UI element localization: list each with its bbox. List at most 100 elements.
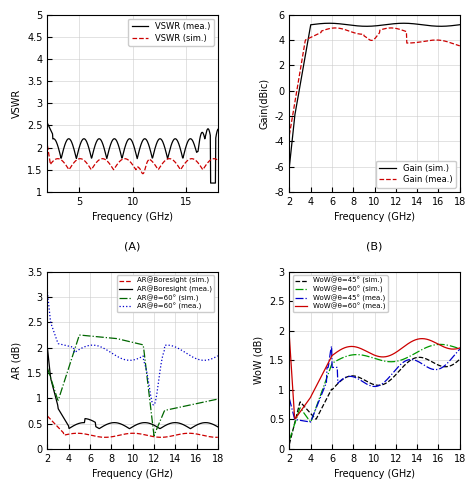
WoW@θ=45° (mea.): [457, 346, 463, 352]
Text: (A): (A): [124, 242, 141, 251]
WoW@θ=60° (sim.): [286, 437, 292, 443]
Text: (B): (B): [366, 242, 383, 251]
Line: AR@Boresight (mea.): AR@Boresight (mea.): [47, 347, 218, 428]
WoW@θ=60° (mea.): [292, 416, 298, 422]
AR@θ=60° (mea.): [45, 294, 51, 300]
Gain (sim.): [410, 21, 416, 27]
VSWR (sim.): [211, 156, 217, 162]
WoW@θ=60° (mea.): [388, 352, 394, 358]
VSWR (sim.): [146, 156, 152, 162]
WoW@θ=45° (sim.): [457, 356, 463, 362]
WoW@θ=60° (sim.): [457, 346, 463, 352]
Gain (mea.): [342, 27, 348, 33]
VSWR (mea.): [146, 142, 152, 148]
Gain (mea.): [457, 43, 463, 49]
Gain (mea.): [388, 25, 394, 31]
AR@θ=60° (mea.): [151, 402, 156, 408]
Gain (mea.): [354, 31, 360, 37]
AR@θ=60° (sim.): [45, 365, 50, 371]
WoW@θ=60° (mea.): [392, 350, 397, 356]
WoW@θ=60° (sim.): [430, 342, 436, 348]
AR@Boresight (mea.): [45, 345, 50, 350]
X-axis label: Frequency (GHz): Frequency (GHz): [92, 469, 173, 479]
WoW@θ=60° (sim.): [391, 359, 397, 365]
VSWR (sim.): [127, 158, 132, 164]
WoW@θ=45° (mea.): [431, 366, 437, 372]
AR@Boresight (sim.): [214, 434, 219, 440]
AR@Boresight (mea.): [45, 350, 51, 356]
X-axis label: Frequency (GHz): Frequency (GHz): [92, 212, 173, 223]
Gain (sim.): [286, 163, 292, 169]
AR@θ=60° (mea.): [189, 353, 194, 359]
Line: Gain (mea.): Gain (mea.): [289, 28, 460, 135]
AR@θ=60° (sim.): [151, 433, 157, 439]
AR@Boresight (sim.): [188, 430, 194, 436]
Gain (sim.): [394, 20, 400, 26]
VSWR (sim.): [184, 158, 190, 163]
AR@θ=60° (mea.): [146, 378, 151, 384]
WoW@θ=45° (mea.): [442, 363, 448, 368]
Legend: VSWR (mea.), VSWR (sim.): VSWR (mea.), VSWR (sim.): [128, 19, 214, 46]
WoW@θ=45° (sim.): [388, 377, 394, 383]
AR@Boresight (sim.): [215, 434, 221, 440]
AR@Boresight (mea.): [215, 424, 221, 430]
AR@θ=60° (sim.): [45, 367, 51, 373]
AR@Boresight (sim.): [146, 433, 152, 439]
Y-axis label: VSWR: VSWR: [11, 89, 21, 118]
Gain (mea.): [411, 40, 417, 46]
Legend: AR@Boresight (sim.), AR@Boresight (mea.), AR@θ=60° (sim.), AR@θ=60° (mea.): AR@Boresight (sim.), AR@Boresight (mea.)…: [117, 275, 214, 312]
Y-axis label: AR (dB): AR (dB): [11, 342, 21, 379]
Line: VSWR (mea.): VSWR (mea.): [47, 123, 218, 183]
VSWR (sim.): [140, 171, 146, 177]
VSWR (sim.): [137, 165, 143, 171]
WoW@θ=45° (sim.): [287, 439, 293, 445]
AR@Boresight (sim.): [146, 433, 151, 439]
Gain (sim.): [355, 23, 360, 29]
AR@Boresight (mea.): [149, 422, 155, 427]
WoW@θ=45° (mea.): [389, 372, 394, 378]
AR@Boresight (sim.): [149, 433, 155, 439]
Line: Gain (sim.): Gain (sim.): [289, 23, 460, 166]
WoW@θ=45° (mea.): [308, 419, 313, 425]
WoW@θ=45° (mea.): [392, 367, 398, 373]
Line: WoW@θ=45° (mea.): WoW@θ=45° (mea.): [289, 346, 460, 422]
AR@Boresight (mea.): [146, 420, 152, 426]
Gain (sim.): [307, 26, 313, 32]
WoW@θ=60° (mea.): [286, 334, 292, 340]
AR@θ=60° (mea.): [45, 289, 50, 295]
Y-axis label: WoW (dB): WoW (dB): [254, 336, 264, 385]
VSWR (mea.): [127, 136, 132, 142]
VSWR (sim.): [126, 157, 131, 163]
X-axis label: Frequency (GHz): Frequency (GHz): [334, 212, 415, 223]
WoW@θ=60° (sim.): [438, 342, 443, 347]
AR@θ=60° (mea.): [200, 357, 205, 363]
WoW@θ=60° (mea.): [431, 339, 437, 345]
Gain (sim.): [343, 21, 348, 27]
VSWR (sim.): [45, 142, 50, 148]
AR@Boresight (mea.): [200, 420, 205, 426]
Gain (mea.): [410, 40, 416, 46]
Line: VSWR (sim.): VSWR (sim.): [47, 145, 218, 174]
Legend: WoW@θ=45° (sim.), WoW@θ=60° (sim.), WoW@θ=45° (mea.), WoW@θ=60° (mea.): WoW@θ=45° (sim.), WoW@θ=60° (sim.), WoW@…: [293, 275, 388, 312]
AR@θ=60° (mea.): [215, 353, 221, 359]
Gain (sim.): [457, 22, 463, 28]
AR@Boresight (sim.): [45, 413, 50, 419]
WoW@θ=45° (sim.): [391, 374, 397, 380]
WoW@θ=45° (mea.): [287, 398, 293, 404]
WoW@θ=60° (mea.): [389, 352, 394, 358]
AR@Boresight (mea.): [127, 426, 132, 431]
Line: WoW@θ=45° (sim.): WoW@θ=45° (sim.): [289, 357, 460, 444]
AR@θ=60° (sim.): [149, 419, 155, 425]
AR@θ=60° (sim.): [146, 389, 152, 395]
WoW@θ=45° (sim.): [387, 377, 393, 383]
Line: AR@θ=60° (sim.): AR@θ=60° (sim.): [47, 335, 218, 436]
AR@θ=60° (mea.): [149, 398, 155, 404]
VSWR (mea.): [208, 180, 213, 186]
AR@Boresight (mea.): [189, 425, 194, 431]
AR@Boresight (sim.): [199, 432, 205, 438]
VSWR (mea.): [126, 137, 131, 142]
WoW@θ=60° (sim.): [388, 359, 394, 365]
WoW@θ=60° (sim.): [287, 435, 293, 441]
AR@θ=60° (sim.): [215, 396, 221, 402]
AR@θ=60° (sim.): [189, 402, 195, 407]
